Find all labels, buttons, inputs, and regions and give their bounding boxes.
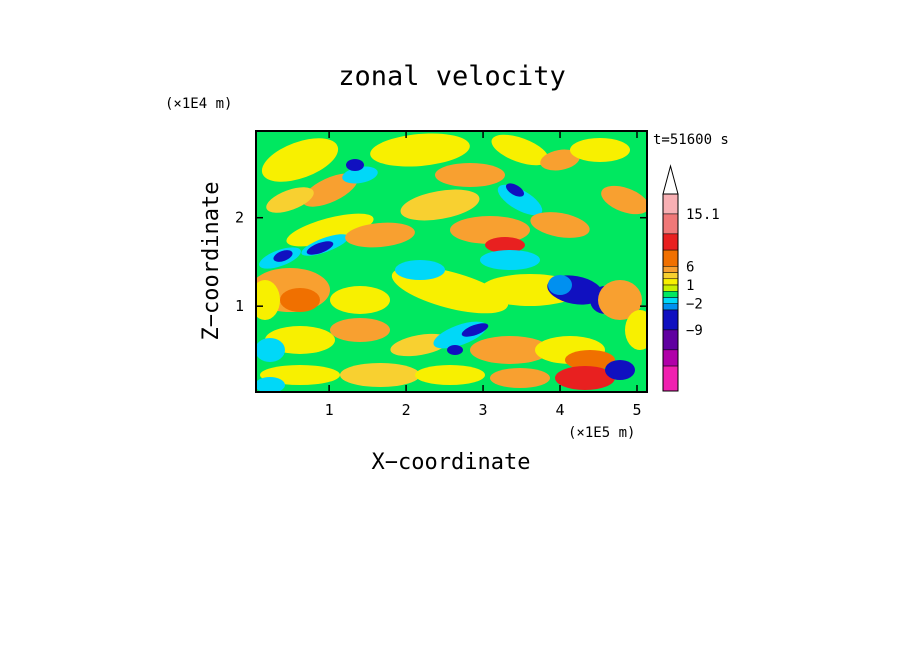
- field-patch: [286, 213, 374, 247]
- field-patch: [415, 365, 485, 385]
- colorbar-arrow: [662, 164, 679, 195]
- field-patch: [390, 333, 450, 357]
- field-patch: [395, 260, 445, 280]
- y-axis: 12: [235, 209, 647, 315]
- colorbar-band: [662, 233, 679, 251]
- field-patch: [256, 280, 280, 320]
- field-patch: [435, 163, 505, 187]
- x-tick-label: 2: [402, 401, 411, 419]
- colorbar-band: [662, 284, 679, 292]
- velocity-field: [256, 131, 647, 392]
- colorbar-band: [662, 349, 679, 367]
- field-patch: [273, 250, 293, 262]
- colorbar: 15.1 6 1 −2 −9: [662, 164, 720, 392]
- colorbar-band: [662, 272, 679, 280]
- field-patch: [266, 187, 314, 213]
- colorbar-band: [662, 213, 679, 235]
- field-patch: [461, 323, 489, 337]
- field-patch: [261, 138, 339, 182]
- colorbar-band: [662, 193, 679, 215]
- colorbar-label: 6: [686, 259, 694, 275]
- field-patch: [555, 366, 615, 390]
- x-tick-label: 5: [632, 401, 641, 419]
- y-axis-title: Z−coordinate: [199, 182, 224, 341]
- field-patch: [345, 222, 415, 248]
- y-tick-label: 2: [235, 209, 244, 227]
- field-patch: [302, 173, 358, 207]
- x-axis: 1 2 3 4 5: [325, 131, 642, 419]
- field-patch: [280, 288, 320, 312]
- field-patch: [530, 212, 590, 238]
- field-patch: [370, 133, 470, 167]
- field-patch: [485, 237, 525, 253]
- colorbar-band: [662, 303, 679, 311]
- field-patch: [256, 338, 285, 362]
- field-patch: [497, 184, 543, 216]
- field-patch: [480, 250, 540, 270]
- field-patch: [490, 368, 550, 388]
- field-patch: [447, 345, 463, 355]
- field-patch: [306, 241, 334, 255]
- y-tick-label: 1: [235, 297, 244, 315]
- time-label: t=51600 s: [653, 132, 729, 148]
- field-patch: [340, 363, 420, 387]
- colorbar-band: [662, 329, 679, 351]
- field-patch: [470, 336, 550, 364]
- colorbar-label: 15.1: [686, 207, 720, 223]
- field-patch: [330, 318, 390, 342]
- field-patch: [565, 350, 615, 370]
- x-tick-label: 1: [325, 401, 334, 419]
- field-patch: [505, 183, 525, 197]
- colorbar-band: [662, 297, 679, 304]
- field-patch: [400, 189, 480, 221]
- colorbar-band: [662, 278, 679, 286]
- colorbar-band: [662, 266, 679, 273]
- field-patch: [570, 138, 630, 162]
- colorbar-band: [662, 249, 679, 267]
- field-patch: [342, 166, 378, 184]
- colorbar-frame: [662, 193, 679, 392]
- field-patch: [601, 185, 647, 215]
- x-unit-label: (×1E5 m): [568, 425, 635, 441]
- field-patch: [605, 360, 635, 380]
- x-tick-label: 3: [479, 401, 488, 419]
- field-patch: [598, 280, 642, 320]
- chart-title: zonal velocity: [338, 61, 566, 92]
- field-patch: [450, 216, 530, 244]
- field-patch: [548, 275, 572, 295]
- field-patch: [540, 149, 580, 171]
- field-patch: [346, 159, 364, 171]
- field-patch: [256, 377, 285, 392]
- y-unit-label: (×1E4 m): [165, 96, 232, 112]
- colorbar-label: 1: [686, 278, 694, 294]
- colorbar-band: [662, 365, 679, 392]
- colorbar-band: [662, 291, 679, 298]
- colorbar-label: −9: [686, 323, 703, 339]
- x-tick-label: 4: [556, 401, 565, 419]
- field-patch: [625, 310, 647, 350]
- x-axis-title: X−coordinate: [372, 450, 531, 475]
- colorbar-band: [662, 309, 679, 331]
- field-patch: [330, 286, 390, 314]
- field-patch: [491, 134, 549, 166]
- colorbar-label: −2: [686, 297, 703, 313]
- plot-frame: [255, 130, 648, 393]
